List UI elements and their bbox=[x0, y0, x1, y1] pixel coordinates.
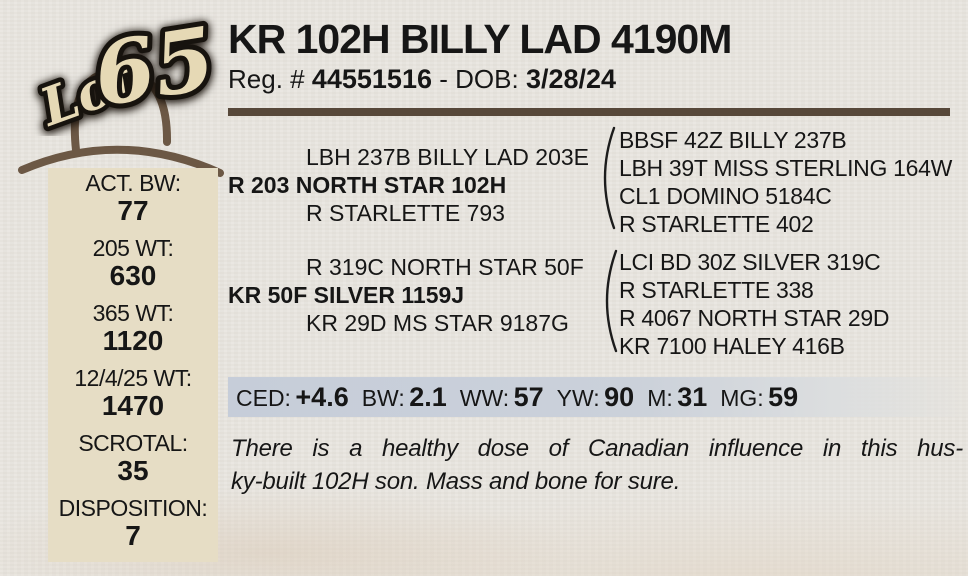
header-rule bbox=[228, 108, 950, 116]
epd-value: 2.1 bbox=[409, 381, 447, 412]
stat-label: 365 WT: bbox=[92, 299, 174, 326]
stat-value: 7 bbox=[125, 520, 141, 552]
stat-value: 630 bbox=[109, 260, 157, 292]
stat-label: DISPOSITION: bbox=[58, 494, 208, 521]
stat-value: 35 bbox=[117, 455, 149, 487]
description-line: There is a healthy dose of Canadian infl… bbox=[231, 435, 963, 462]
dam-grandparents: LCI BD 30Z SILVER 319C R STARLETTE 338 R… bbox=[619, 248, 890, 360]
sire-grandparents: BBSF 42Z BILLY 237B LBH 39T MISS STERLIN… bbox=[619, 126, 952, 238]
epd-label: BW: bbox=[361, 384, 405, 411]
epd-ced: CED: +4.6 bbox=[236, 382, 349, 413]
sale-description: There is a healthy dose of Canadian infl… bbox=[231, 432, 963, 498]
ancestor: LBH 39T MISS STERLING 164W bbox=[619, 155, 953, 181]
dam-of-dam: KR 29D MS STAR 9187G bbox=[306, 310, 569, 336]
epd-value: +4.6 bbox=[295, 381, 349, 412]
stat-365-wt: 365 WT: 1120 bbox=[48, 299, 218, 357]
epd-m: M: 31 bbox=[647, 382, 707, 413]
ancestor: LCI BD 30Z SILVER 319C bbox=[619, 249, 881, 275]
stat-scrotal: SCROTAL: 35 bbox=[48, 429, 218, 487]
epd-bw: BW: 2.1 bbox=[362, 382, 447, 413]
epd-value: 57 bbox=[513, 381, 544, 412]
arch-logo-icon bbox=[18, 66, 224, 177]
epd-value: 90 bbox=[604, 381, 635, 412]
stat-label: 205 WT: bbox=[92, 234, 174, 261]
epd-label: MG: bbox=[720, 384, 764, 411]
separator: - bbox=[439, 64, 448, 94]
ancestor: CL1 DOMINO 5184C bbox=[619, 183, 832, 209]
stat-label: ACT. BW: bbox=[85, 170, 181, 196]
sire-bracket-icon bbox=[603, 126, 616, 230]
sire-of-sire: LBH 237B BILLY LAD 203E bbox=[306, 144, 590, 170]
ancestor: R 4067 NORTH STAR 29D bbox=[619, 305, 890, 331]
ancestor: KR 7100 HALEY 416B bbox=[619, 333, 845, 359]
stat-value: 1120 bbox=[102, 325, 164, 357]
reg-label: Reg. # bbox=[228, 64, 305, 94]
animal-title: KR 102H BILLY LAD 4190M bbox=[228, 16, 732, 62]
sire-block: LBH 237B BILLY LAD 203E R 203 NORTH STAR… bbox=[228, 143, 608, 227]
stats-panel: ACT. BW: 77 205 WT: 630 365 WT: 1120 12/… bbox=[48, 168, 218, 562]
dam-bracket-icon bbox=[605, 249, 618, 353]
epd-value: 59 bbox=[768, 381, 799, 412]
stat-205-wt: 205 WT: 630 bbox=[48, 234, 218, 292]
epd-yw: YW: 90 bbox=[557, 382, 635, 413]
stat-label: SCROTAL: bbox=[78, 429, 188, 456]
ancestor: R STARLETTE 402 bbox=[619, 211, 814, 237]
dam-block: R 319C NORTH STAR 50F KR 50F SILVER 1159… bbox=[228, 253, 608, 337]
dob-label: DOB: bbox=[455, 64, 519, 94]
dam-of-sire: R STARLETTE 793 bbox=[306, 200, 505, 226]
stat-act-bw: ACT. BW: 77 bbox=[48, 170, 218, 227]
sire-name: R 203 NORTH STAR 102H bbox=[228, 172, 507, 198]
epd-label: CED: bbox=[236, 384, 291, 411]
stat-disposition: DISPOSITION: 7 bbox=[48, 494, 218, 552]
epd-band: CED: +4.6 BW: 2.1 WW: 57 YW: 90 M: 31 MG… bbox=[228, 377, 968, 417]
epd-ww: WW: 57 bbox=[460, 382, 544, 413]
stat-value: 1470 bbox=[101, 390, 165, 422]
epd-label: YW: bbox=[556, 384, 600, 411]
stat-value: 77 bbox=[117, 195, 149, 227]
stat-label: 12/4/25 WT: bbox=[74, 364, 192, 391]
sire-of-dam: R 319C NORTH STAR 50F bbox=[306, 254, 584, 280]
epd-label: M: bbox=[647, 384, 673, 411]
dam-name: KR 50F SILVER 1159J bbox=[228, 282, 465, 308]
ancestor: R STARLETTE 338 bbox=[619, 277, 814, 303]
epd-value: 31 bbox=[677, 381, 708, 412]
description-line: ky-built 102H son. Mass and bone for sur… bbox=[231, 468, 681, 495]
epd-label: WW: bbox=[459, 384, 510, 411]
lot-badge: Lot 65 bbox=[26, 4, 226, 136]
registration-line: Reg. # 44551516 - DOB: 3/28/24 bbox=[228, 64, 616, 95]
epd-mg: MG: 59 bbox=[720, 382, 798, 413]
reg-number: 44551516 bbox=[311, 64, 432, 94]
stat-current-wt: 12/4/25 WT: 1470 bbox=[48, 364, 218, 422]
ancestor: BBSF 42Z BILLY 237B bbox=[619, 127, 847, 153]
lot-number: 65 bbox=[87, 8, 221, 126]
dob-value: 3/28/24 bbox=[525, 64, 617, 94]
